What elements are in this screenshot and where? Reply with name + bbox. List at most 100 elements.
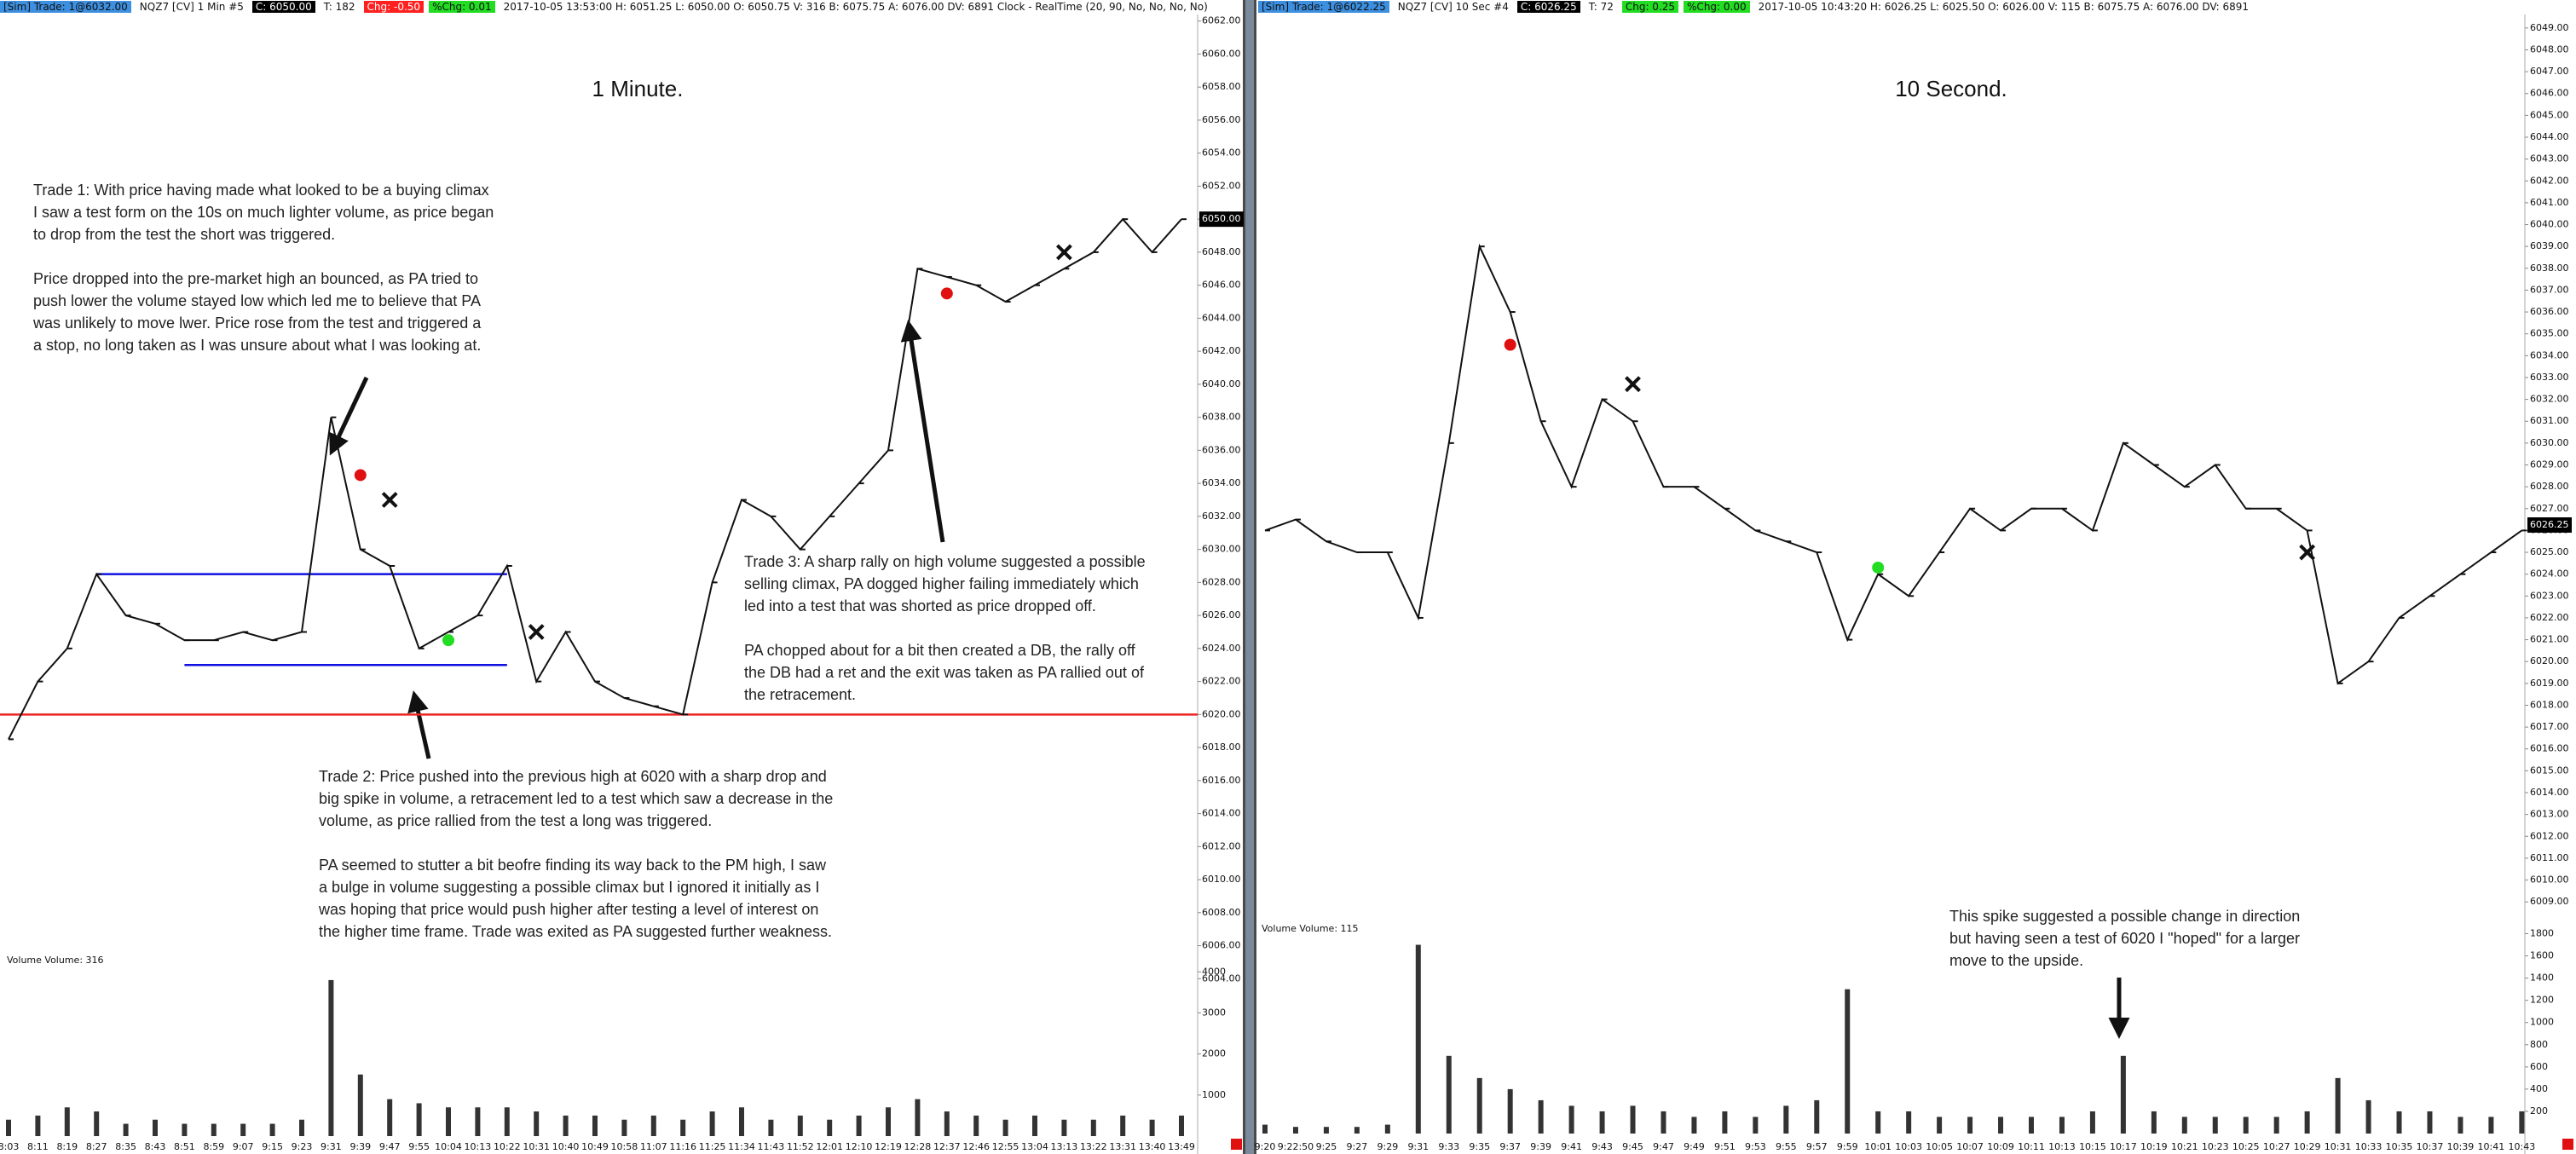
volume-bar	[2335, 1077, 2341, 1134]
exit-marker	[381, 492, 398, 508]
volume-bar	[1538, 1099, 1544, 1134]
volume-bar	[2273, 1116, 2279, 1134]
x-tick-label: 10:17	[2110, 1141, 2137, 1152]
y-tick-label: 6058.00	[1202, 81, 1241, 92]
x-tick-label: 8:35	[115, 1141, 136, 1152]
volume-bar	[563, 1115, 569, 1136]
y-tick-label: 6027.00	[2530, 503, 2569, 514]
exit-stroke	[1055, 244, 1072, 261]
x-tick-label: 9:57	[1806, 1141, 1828, 1152]
y-tick-label: 6040.00	[2530, 219, 2569, 230]
x-tick-label: 9:47	[1653, 1141, 1674, 1152]
note-line: was hoping that price would push higher …	[319, 901, 819, 918]
exit-marker	[1055, 244, 1072, 261]
y-tick-label: 6026.00	[1202, 609, 1241, 620]
x-tick-label: 10:13	[2048, 1141, 2076, 1152]
y-tick-label: 6037.00	[2530, 284, 2569, 295]
volume-bar	[1998, 1116, 2004, 1134]
trade-marker	[442, 634, 454, 647]
chart-title: 10 Second.	[1895, 76, 2007, 101]
note-paragraph: Trade 3: A sharp rally on high volume su…	[744, 551, 1146, 617]
note-paragraph: Trade 1: With price having made what loo…	[33, 179, 494, 245]
volume-bar	[709, 1111, 715, 1136]
note-line: a stop, no long taken as I was unsure ab…	[33, 337, 482, 354]
volume-bar	[35, 1115, 41, 1136]
volume-bar	[1630, 1105, 1636, 1134]
y-tick-label: 1000	[1202, 1089, 1226, 1100]
x-tick-label: 9:47	[379, 1141, 401, 1152]
chart-title: Volume Volume: 115	[1262, 923, 1359, 934]
x-tick-label: 9:59	[1837, 1141, 1858, 1152]
volume-bar	[1507, 1088, 1513, 1134]
y-tick-label: 6048.00	[2530, 43, 2569, 55]
x-tick-label: 10:23	[2202, 1141, 2229, 1152]
volume-bar	[739, 1107, 744, 1136]
y-tick-label: 6031.00	[2530, 415, 2569, 426]
x-tick-label: 11:43	[758, 1141, 785, 1152]
y-tick-label: 2000	[1202, 1048, 1226, 1059]
y-tick-label: 6014.00	[2530, 787, 2569, 798]
x-tick-label: 10:15	[2079, 1141, 2106, 1152]
arrow	[407, 690, 431, 759]
x-tick-label: 13:40	[1139, 1141, 1166, 1152]
volume-bar	[915, 1099, 921, 1136]
annotation: Trade 3: A sharp rally on high volume su…	[744, 551, 1146, 728]
y-tick-label: 1800	[2530, 928, 2554, 939]
annotation: This spike suggested a possible change i…	[1949, 905, 2300, 994]
x-tick-label: 9:53	[1745, 1141, 1766, 1152]
header-item: 2017-10-05 10:43:20 H: 6026.25 L: 6025.5…	[1758, 1, 2249, 13]
y-tick-label: 6025.00	[2530, 546, 2569, 557]
x-tick-label: 9:25	[1316, 1141, 1337, 1152]
trade-marker	[940, 287, 953, 300]
y-tick-label: 6030.00	[2530, 437, 2569, 448]
x-tick-label: 8:51	[174, 1141, 195, 1152]
volume-bar	[680, 1119, 686, 1136]
x-tick-label: 10:11	[2018, 1141, 2045, 1152]
y-tick-label: 6042.00	[2530, 175, 2569, 186]
note-line: the DB had a ret and the exit was taken …	[744, 664, 1144, 681]
y-tick-label: 400	[2530, 1083, 2548, 1094]
volume-bar	[1354, 1127, 1360, 1134]
volume-bar	[475, 1107, 481, 1136]
arrow	[329, 376, 369, 456]
x-tick-label: 8:27	[86, 1141, 107, 1152]
y-tick-label: 6023.00	[2530, 590, 2569, 601]
y-tick-label: 6034.00	[2530, 349, 2569, 361]
x-tick-label: 11:52	[787, 1141, 814, 1152]
arrow	[900, 320, 945, 543]
y-tick-label: 6052.00	[1202, 180, 1241, 191]
header-item: T: 182	[323, 1, 355, 13]
volume-bar	[1262, 1124, 1268, 1134]
x-tick-label: 8:43	[145, 1141, 166, 1152]
x-tick-label: 12:19	[875, 1141, 902, 1152]
volume-bar	[1783, 1105, 1789, 1134]
note-line: move to the upside.	[1949, 952, 2084, 969]
note-line: Trade 2: Price pushed into the previous …	[319, 768, 827, 785]
header-item: NQZ7 [CV] 1 Min #5	[139, 1, 244, 13]
x-tick-label: 10:39	[2447, 1141, 2475, 1152]
x-tick-label: 10:35	[2386, 1141, 2413, 1152]
volume-bar	[1446, 1055, 1452, 1134]
volume-bar	[2488, 1116, 2494, 1134]
x-tick-label: 9:37	[1499, 1141, 1521, 1152]
y-tick-label: 6032.00	[1202, 511, 1241, 522]
x-tick-label: 10:31	[523, 1141, 550, 1152]
exit-stroke	[1625, 376, 1641, 393]
exit-stroke	[381, 492, 398, 508]
y-tick-label: 6047.00	[2530, 66, 2569, 77]
header-item: Chg: 0.25	[1621, 1, 1679, 13]
note-line: the retracement.	[744, 686, 857, 703]
y-tick-label: 6012.00	[2530, 830, 2569, 841]
chart-title: 1 Minute.	[592, 76, 684, 101]
last-price-label: 6026.25	[2530, 519, 2569, 530]
volume-bar	[973, 1115, 979, 1136]
x-tick-label: 12:28	[904, 1141, 932, 1152]
exit-stroke	[528, 624, 545, 640]
annotation: Trade 1: With price having made what loo…	[33, 179, 494, 378]
y-tick-label: 6040.00	[1202, 378, 1241, 389]
last-price-box	[2527, 516, 2572, 533]
chart-header: [Sim] Trade: 1@6022.25 NQZ7 [CV] 10 Sec #…	[1258, 0, 2257, 14]
x-tick-label: 9:20	[1255, 1141, 1276, 1152]
volume-bar	[2089, 1111, 2095, 1134]
